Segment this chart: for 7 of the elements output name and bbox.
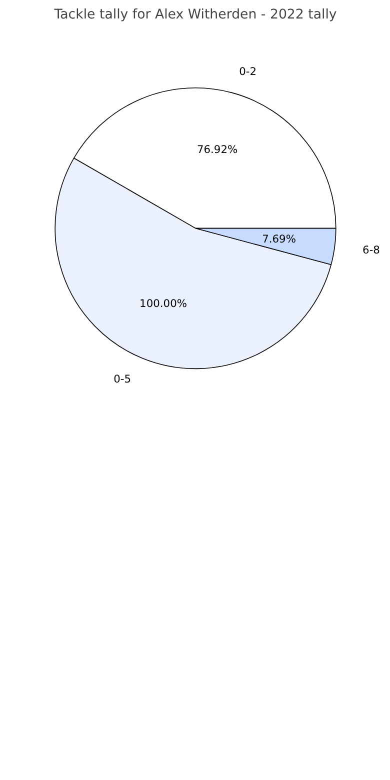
data-label: 7.69% bbox=[262, 232, 296, 246]
slice-label: 0-2 bbox=[239, 65, 257, 78]
data-label: 76.92% bbox=[196, 143, 238, 156]
slice-label: 0-5 bbox=[114, 372, 132, 386]
slice-label: 6-8 bbox=[362, 244, 380, 257]
chart-title: Tackle tally for Alex Witherden - 2022 tally bbox=[53, 8, 337, 22]
data-label: 100.00% bbox=[140, 296, 187, 310]
